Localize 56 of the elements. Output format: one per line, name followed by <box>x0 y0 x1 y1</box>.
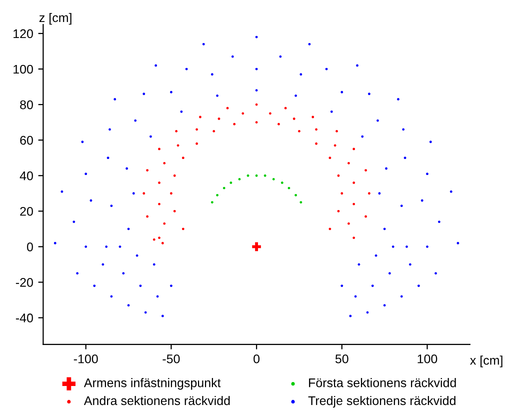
point <box>163 222 166 225</box>
point <box>246 174 250 177</box>
point <box>264 174 266 177</box>
x-tick-label: -100 <box>74 354 98 364</box>
point <box>161 242 164 244</box>
point <box>226 106 229 110</box>
legend-label: Tredje sektionens räckvidd <box>308 396 456 408</box>
point <box>170 192 172 195</box>
point <box>328 156 332 160</box>
point <box>352 236 356 240</box>
y-axis-title: z [cm] <box>39 12 72 25</box>
point <box>175 130 178 132</box>
y-tick-label: 20 <box>20 206 33 216</box>
x-tick-label: 0 <box>254 354 260 364</box>
point <box>222 186 226 190</box>
x-tick-label: -50 <box>162 354 180 364</box>
point <box>352 202 356 206</box>
point <box>252 242 261 252</box>
point <box>272 178 275 180</box>
point <box>255 121 258 124</box>
point <box>337 210 340 212</box>
y-tick-label: -40 <box>16 314 33 322</box>
y-tick-label: 60 <box>20 136 33 145</box>
x-axis-title: x [cm] <box>470 356 502 368</box>
y-tick-label: 0 <box>26 242 33 252</box>
legend-label: Andra sektionens räckvidd <box>84 396 230 406</box>
point <box>212 130 216 132</box>
point <box>173 210 176 212</box>
point <box>268 112 272 115</box>
legend-label: Första sektionens räckvidd <box>309 378 456 388</box>
point <box>284 106 287 110</box>
point <box>182 228 184 230</box>
point <box>173 174 176 177</box>
y-tick-label: 40 <box>20 171 33 180</box>
point <box>142 192 146 195</box>
point <box>334 144 336 147</box>
point <box>152 238 156 241</box>
y-tick-label: -20 <box>16 278 33 287</box>
point <box>352 148 356 150</box>
point <box>242 112 244 115</box>
point <box>255 174 258 177</box>
point <box>337 174 340 177</box>
y-tick-label: 80 <box>20 100 33 110</box>
point <box>233 122 236 126</box>
y-tick-label: 120 <box>14 29 33 38</box>
y-tick-label: 100 <box>14 64 33 74</box>
point <box>238 178 241 180</box>
x-tick-label: 100 <box>418 354 438 364</box>
point <box>163 162 166 164</box>
point <box>368 192 370 195</box>
x-tick-label: 50 <box>335 354 348 364</box>
point <box>182 156 184 160</box>
point <box>340 192 344 195</box>
legend-label: Armens infästningspunkt <box>84 378 221 390</box>
point <box>328 228 332 230</box>
point <box>312 116 314 118</box>
